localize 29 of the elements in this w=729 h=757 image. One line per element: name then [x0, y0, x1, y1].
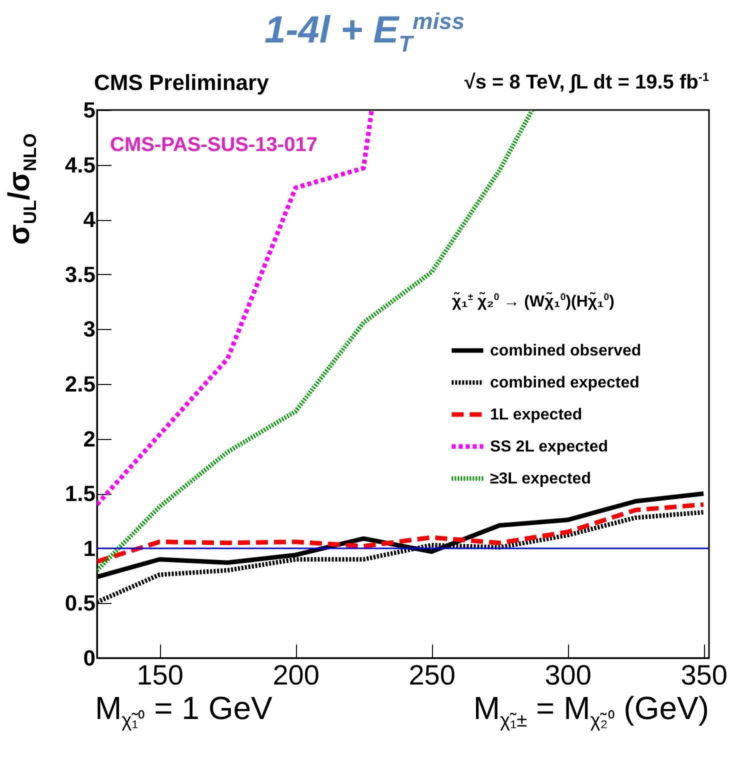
x-tick-label: 200 [272, 660, 320, 690]
legend-label: SS 2L expected [490, 438, 608, 456]
y-tick-label: 1.5 [64, 481, 96, 506]
text: M$_{χ̃₁⁰}$ = 1 GeV [95, 690, 272, 732]
legend-label: 1L expected [490, 406, 582, 424]
y-tick-label: 2 [83, 426, 96, 452]
annotation: CMS-PAS-SUS-13-017 [110, 134, 318, 157]
y-tick-label: 4.5 [64, 152, 96, 178]
y-tick-label: 3 [83, 316, 96, 342]
x-tick-label: 250 [408, 660, 456, 690]
y-tick-label: 3.5 [64, 262, 96, 287]
x-axis-title: M$_{χ̃₁±}$ = M$_{χ̃₂⁰}$ (GeV) [473, 690, 709, 732]
text: χ̃₁$^{±}$ χ̃₂$^{0}$ → (Wχ̃₁$^{0}$)(Hχ̃₁$^{0}$) [452, 292, 614, 310]
x-tick-label: 150 [136, 660, 184, 690]
text: √s = 8 TeV, ∫L dt = 19.5 fb$^{-1}$ [464, 70, 709, 95]
y-tick-label: 0 [83, 646, 96, 670]
y-tick-label: 4 [83, 207, 96, 232]
chart-subtitle: CMS Preliminary [94, 70, 269, 96]
y-tick-label: 0.5 [64, 590, 96, 616]
y-tick-label: 2.5 [64, 372, 96, 396]
line-series [97, 110, 374, 507]
line-series [97, 502, 706, 564]
legend-label: ≥3L expected [490, 470, 591, 488]
y-tick-label: 5 [83, 98, 96, 122]
x-tick-label: 300 [544, 660, 592, 690]
x-tick-label: 350 [680, 660, 728, 690]
legend-label: combined expected [490, 374, 640, 392]
legend-label: combined observed [490, 342, 642, 360]
y-tick-label: 1 [83, 536, 96, 561]
